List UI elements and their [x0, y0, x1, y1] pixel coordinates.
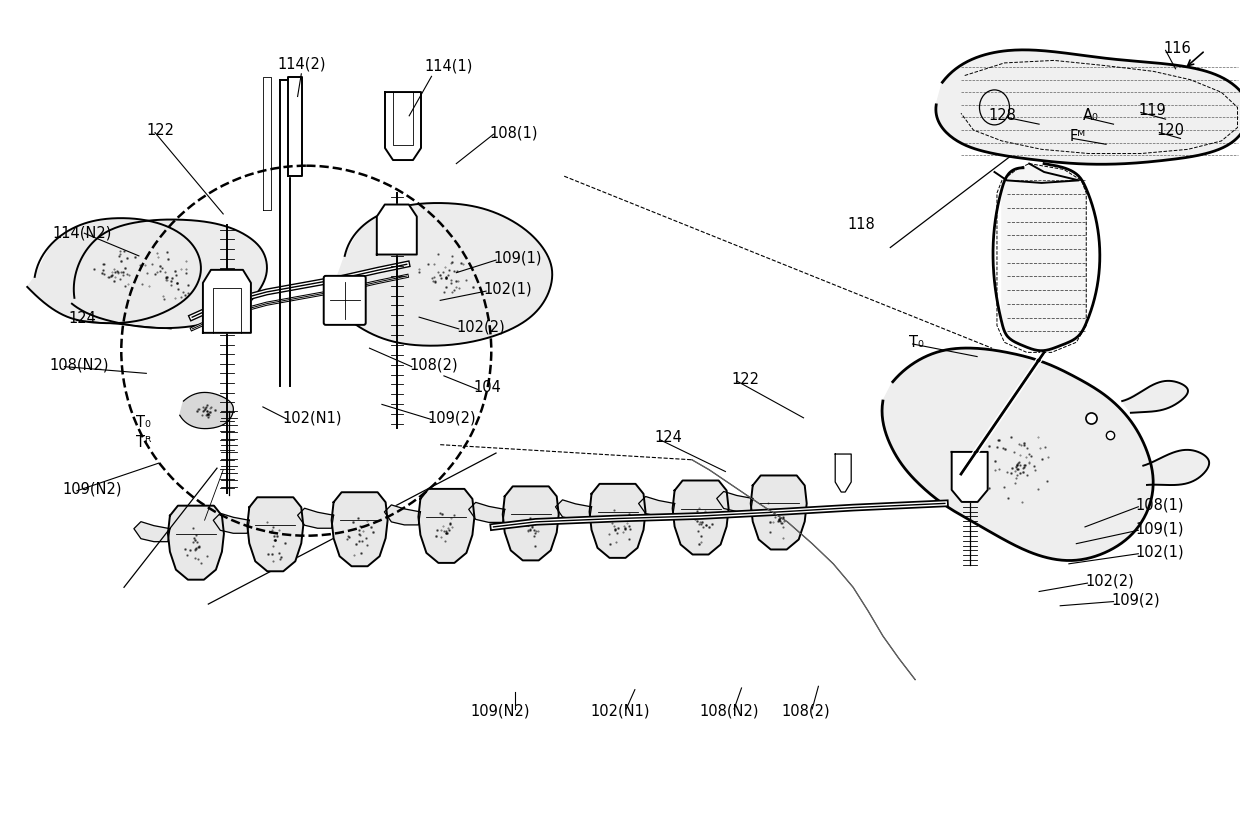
Polygon shape: [750, 476, 807, 550]
Polygon shape: [377, 205, 417, 254]
Polygon shape: [556, 500, 591, 520]
Polygon shape: [288, 77, 303, 176]
Polygon shape: [589, 484, 646, 558]
Text: 108(N2): 108(N2): [699, 703, 759, 718]
Polygon shape: [469, 503, 505, 523]
Text: 120: 120: [1157, 122, 1185, 138]
Text: 102(N1): 102(N1): [283, 410, 342, 425]
Text: Fᴹ: Fᴹ: [1070, 129, 1086, 144]
Polygon shape: [1143, 451, 1209, 485]
Text: 102(N1): 102(N1): [590, 703, 650, 718]
Text: T₀: T₀: [909, 335, 924, 350]
Text: 108(N2): 108(N2): [50, 357, 109, 373]
Text: 108(1): 108(1): [490, 125, 538, 140]
Text: 108(2): 108(2): [409, 357, 458, 373]
Polygon shape: [951, 452, 988, 502]
Text: 122: 122: [146, 122, 175, 138]
Polygon shape: [167, 506, 224, 580]
Polygon shape: [883, 348, 1153, 560]
Polygon shape: [502, 487, 559, 560]
Text: 102(2): 102(2): [456, 320, 505, 335]
Text: 108(1): 108(1): [1136, 498, 1184, 513]
Polygon shape: [331, 492, 388, 566]
FancyBboxPatch shape: [324, 276, 366, 325]
Text: A₀: A₀: [1083, 108, 1099, 123]
Text: 124: 124: [655, 430, 682, 446]
Polygon shape: [247, 498, 304, 571]
Polygon shape: [180, 393, 233, 428]
Text: 114(2): 114(2): [277, 56, 326, 71]
Polygon shape: [335, 203, 552, 346]
Text: 109(1): 109(1): [1136, 521, 1184, 536]
Polygon shape: [298, 508, 334, 529]
Text: 114(1): 114(1): [424, 59, 472, 74]
Polygon shape: [213, 513, 249, 534]
Polygon shape: [384, 92, 422, 160]
Polygon shape: [936, 50, 1240, 164]
Text: 116: 116: [1163, 41, 1190, 56]
Polygon shape: [672, 481, 729, 555]
Text: 114(N2): 114(N2): [52, 226, 112, 241]
Polygon shape: [1002, 164, 1086, 351]
Text: 124: 124: [68, 311, 95, 326]
Text: 109(N2): 109(N2): [470, 703, 529, 718]
Text: 109(N2): 109(N2): [62, 482, 122, 497]
Polygon shape: [836, 454, 851, 492]
Polygon shape: [384, 505, 420, 525]
Polygon shape: [418, 489, 475, 563]
Text: 104: 104: [474, 380, 501, 395]
Text: 122: 122: [732, 372, 760, 387]
Polygon shape: [203, 270, 250, 333]
Text: 108(2): 108(2): [781, 703, 831, 718]
Text: 128: 128: [988, 108, 1016, 123]
Text: 102(1): 102(1): [484, 282, 532, 297]
Text: 109(2): 109(2): [428, 410, 476, 425]
Text: 119: 119: [1138, 103, 1166, 118]
Text: 109(2): 109(2): [1111, 592, 1159, 607]
Text: T₀: T₀: [136, 414, 151, 430]
Polygon shape: [717, 492, 753, 512]
Text: 102(1): 102(1): [1136, 545, 1184, 560]
Text: 118: 118: [848, 217, 875, 232]
Text: Tᴿ: Tᴿ: [136, 435, 151, 451]
Polygon shape: [27, 218, 201, 323]
Polygon shape: [639, 497, 675, 517]
Text: 109(1): 109(1): [494, 251, 542, 266]
Polygon shape: [134, 522, 170, 542]
Polygon shape: [72, 220, 267, 327]
Text: 102(2): 102(2): [1085, 574, 1133, 589]
Polygon shape: [1122, 382, 1188, 413]
Polygon shape: [263, 77, 270, 210]
